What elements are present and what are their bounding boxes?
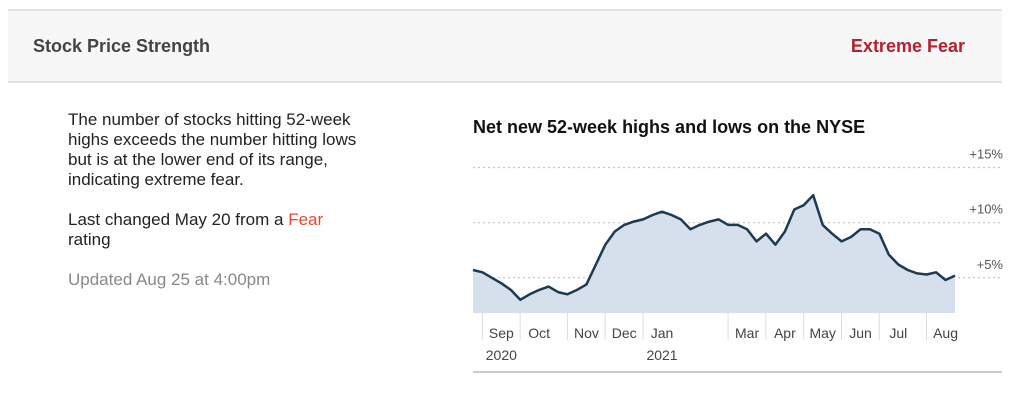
x-tick-label: May [809,325,835,341]
description-text: The number of stocks hitting 52-week hig… [68,110,357,189]
x-tick-label: Aug [933,325,958,341]
x-year-label: 2020 [486,347,517,363]
x-tick-label: Jan [651,325,674,341]
x-tick-label: Sep [489,325,514,341]
rating: Extreme Fear [850,36,965,56]
changed-line: Last changed May 20 from a Fear rating [68,210,368,250]
x-tick-label: Apr [774,325,796,341]
y-tick-label: +15% [969,147,1003,162]
x-tick-label: Oct [528,325,550,341]
x-tick-label: Nov [574,325,599,341]
y-tick-label: +5% [977,257,1004,272]
x-tick-label: Jun [849,325,872,341]
x-tick-label: Jul [889,325,907,341]
section-title: Stock Price Strength [33,36,211,56]
chart-title: Net new 52-week highs and lows on the NY… [473,117,865,137]
line [472,193,956,302]
x-tick-label: Dec [612,325,637,341]
changed-prefix: Last changed May 20 from a [68,210,284,229]
y-tick-label: +10% [969,202,1003,217]
area-fill [473,195,955,313]
x-year-label: 2021 [646,347,677,363]
changed-suffix: rating [68,230,111,249]
x-tick-label: Mar [735,325,759,341]
changed-rating: Fear [288,210,324,229]
updated: Updated Aug 25 at 4:00pm [68,270,271,289]
description: The number of stocks hitting 52-week hig… [68,110,368,310]
header: Stock Price Strength Extreme Fear [8,9,1002,83]
